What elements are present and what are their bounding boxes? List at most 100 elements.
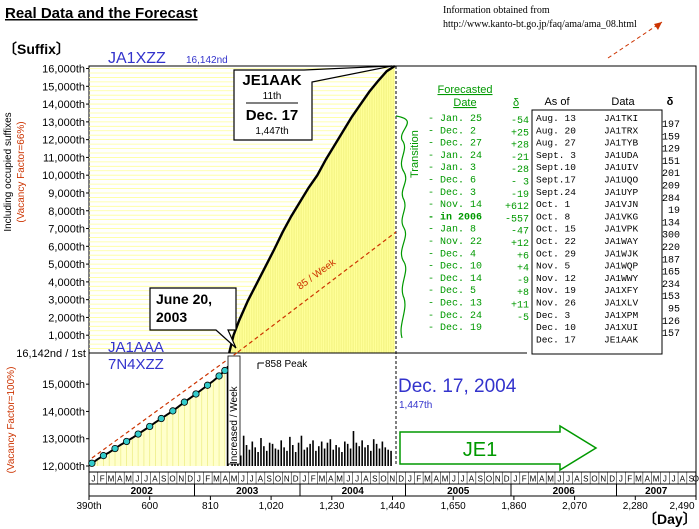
actual-asof: Aug. 20 bbox=[536, 125, 576, 136]
data-point bbox=[157, 414, 165, 423]
weekly-bar bbox=[294, 452, 297, 466]
weekly-bar bbox=[289, 436, 291, 466]
weekly-bar bbox=[263, 446, 265, 466]
y-tick-label: 12,000th bbox=[42, 461, 85, 473]
y-tick-label: 1,000th bbox=[48, 330, 85, 342]
source-line2: http://www.kanto-bt.go.jp/faq/ama/ama_08… bbox=[443, 19, 637, 30]
actual-delta: 234 bbox=[662, 280, 680, 291]
weekly-bar bbox=[265, 450, 268, 466]
data-point bbox=[221, 366, 229, 375]
forecast-date: - Dec. 14 bbox=[428, 274, 482, 285]
weekly-bars bbox=[226, 366, 392, 466]
actual-asof: Oct. 22 bbox=[536, 236, 576, 247]
weekly-bar bbox=[352, 431, 355, 466]
forecast-delta: +28 bbox=[511, 141, 529, 152]
month-label: N bbox=[600, 475, 606, 484]
forecast-delta: +25 bbox=[511, 128, 529, 139]
actual-data: JE1AAK bbox=[604, 334, 639, 345]
y-tick-label: 15,000th bbox=[42, 81, 85, 93]
data-point bbox=[192, 390, 200, 398]
forecast-rows: - Jan. 25 -54 - Dec. 2 +25 - Dec. 27 +28 - Jan… bbox=[428, 114, 529, 334]
actual-delta: 209 bbox=[662, 182, 680, 193]
actual-rows: Aug. 13 JA1TKI 197 Aug. 20 JA1TRX 159 Aug. 27 J… bbox=[536, 113, 680, 345]
month-label: A bbox=[223, 475, 229, 484]
weekly-bar bbox=[312, 440, 314, 466]
month-label: A bbox=[363, 475, 369, 484]
month-label: O bbox=[591, 475, 597, 484]
callout-date: Dec. 17 bbox=[246, 107, 299, 124]
actual-asof: Dec. 10 bbox=[536, 322, 576, 333]
month-label: J bbox=[513, 475, 517, 484]
weekly-bar bbox=[364, 447, 366, 466]
forecast-delta: +11 bbox=[511, 301, 529, 312]
x-axis-title: 〔Day〕 bbox=[643, 511, 697, 527]
forecast-delta: -54 bbox=[511, 116, 529, 127]
month-label: M bbox=[547, 475, 554, 484]
actual-data: JA1UYP bbox=[604, 187, 639, 198]
month-label: A bbox=[645, 475, 651, 484]
june-callout: June 20, 2003 bbox=[149, 287, 237, 349]
month-label: A bbox=[469, 475, 475, 484]
weekly-bar bbox=[358, 446, 361, 466]
month-label: D bbox=[398, 475, 404, 484]
y-tick-label: 6,000th bbox=[48, 241, 85, 253]
data-point bbox=[134, 430, 142, 438]
month-label: M bbox=[231, 475, 238, 484]
day-tick-label: 2,490 bbox=[669, 501, 694, 512]
weekly-bar bbox=[378, 448, 381, 466]
y-tick-label: 16,000th bbox=[42, 64, 85, 76]
year-label: 2006 bbox=[553, 486, 576, 497]
actual-data: JA1WJK bbox=[604, 248, 639, 259]
weekly-bar bbox=[387, 449, 389, 466]
month-label: M bbox=[319, 475, 326, 484]
weekly-bar bbox=[306, 447, 309, 466]
weekly-bar bbox=[355, 442, 358, 466]
year-label: 2002 bbox=[131, 486, 154, 497]
weekly-bar bbox=[251, 441, 254, 466]
actual-header-asof: As of bbox=[544, 96, 570, 108]
forecast-delta: -5 bbox=[517, 313, 529, 324]
month-label: M bbox=[653, 475, 660, 484]
weekly-bar bbox=[381, 441, 384, 466]
month-label: M bbox=[635, 475, 642, 484]
actual-asof: Nov. 12 bbox=[536, 273, 576, 284]
month-label: S bbox=[161, 475, 166, 484]
forecast-delta: -19 bbox=[511, 190, 529, 201]
month-label: A bbox=[539, 475, 545, 484]
weekly-bar bbox=[297, 442, 300, 466]
day-tick-label: 2,280 bbox=[623, 501, 648, 512]
month-label: S bbox=[478, 475, 483, 484]
y-tick-label: 7,000th bbox=[48, 224, 85, 236]
day-tick-label: 600 bbox=[141, 501, 158, 512]
actual-delta: 300 bbox=[662, 231, 680, 242]
month-label: J bbox=[619, 475, 623, 484]
month-label: M bbox=[530, 475, 537, 484]
dec17-big-label: Dec. 17, 2004 bbox=[398, 376, 517, 397]
day-tick-label: 1,860 bbox=[501, 501, 526, 512]
month-label: D bbox=[504, 475, 510, 484]
month-label: S bbox=[267, 475, 272, 484]
forecast-delta: -9 bbox=[517, 276, 529, 287]
month-label: O bbox=[275, 475, 281, 484]
forecast-date: - Dec. 19 bbox=[428, 323, 482, 334]
month-label: F bbox=[627, 475, 632, 484]
month-label: J bbox=[346, 475, 350, 484]
weekly-bar bbox=[309, 443, 311, 466]
month-label: M bbox=[442, 475, 449, 484]
month-label: J bbox=[241, 475, 245, 484]
month-label: J bbox=[452, 475, 456, 484]
actual-data: JA1UDA bbox=[604, 150, 639, 161]
weekly-bar bbox=[274, 448, 277, 466]
actual-data: JA1VPK bbox=[604, 224, 639, 235]
actual-header-delta: δ bbox=[667, 96, 674, 108]
ja1xzz-label: JA1XZZ bbox=[108, 50, 166, 67]
forecast-date: - Dec. 13 bbox=[428, 299, 482, 310]
y-tick-label: 9,000th bbox=[48, 188, 85, 200]
y-tick-label: 2,000th bbox=[48, 312, 85, 324]
month-label: F bbox=[416, 475, 421, 484]
month-label: S bbox=[689, 475, 694, 484]
weekly-bar bbox=[329, 439, 332, 466]
y-tick-label: 14,000th bbox=[42, 99, 85, 111]
year-label: 2005 bbox=[447, 486, 470, 497]
callout-count1: 11th bbox=[263, 91, 282, 102]
